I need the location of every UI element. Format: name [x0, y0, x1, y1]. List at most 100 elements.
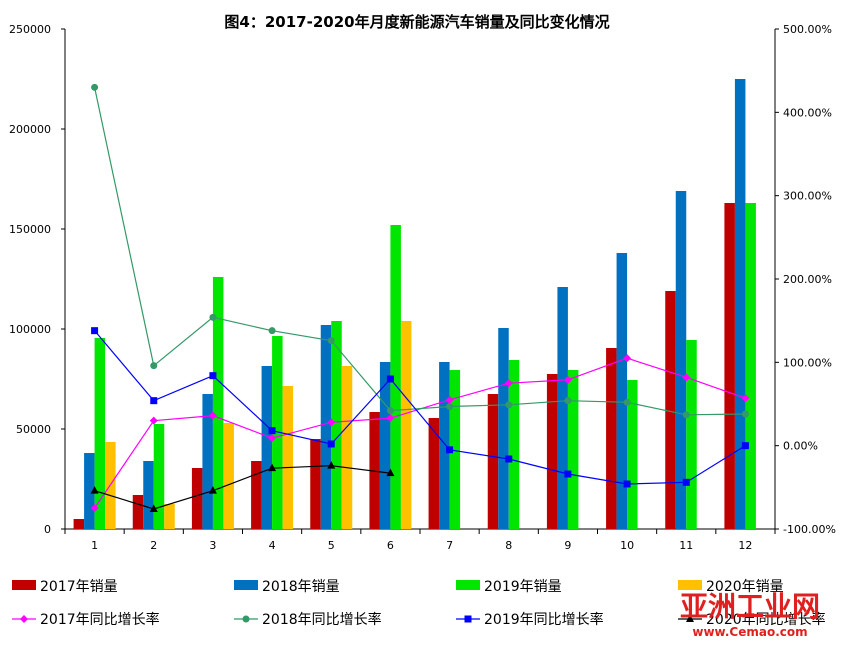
x-tick-label: 7	[446, 539, 453, 552]
legend: 2017年销量 2018年销量 2019年销量 2020年销量 2017年同比增长率 20…	[12, 579, 826, 628]
bar	[153, 424, 165, 529]
point	[327, 418, 336, 427]
y-right-tick-label: 100.00%	[783, 356, 832, 369]
x-tick-label: 3	[209, 539, 216, 552]
point	[386, 407, 394, 415]
bar	[94, 338, 106, 529]
bar	[191, 468, 203, 529]
y-left-tick-label: 50000	[16, 423, 51, 436]
bar	[341, 366, 353, 529]
y-left-tick-label: 150000	[9, 223, 51, 236]
point	[149, 504, 158, 512]
y-right-tick-label: 0.00%	[783, 440, 818, 453]
legend-label: 2018年同比增长率	[262, 611, 382, 628]
chart-title: 图4：2017-2020年月度新能源汽车销量及同比变化情况	[224, 13, 609, 31]
point	[564, 397, 572, 405]
x-tick-label: 4	[269, 539, 276, 552]
legend-marker	[242, 615, 250, 623]
x-tick-label: 6	[387, 539, 394, 552]
bar	[143, 461, 154, 529]
y-right-tick-label: 300.00%	[783, 190, 832, 203]
legend-label: 2018年销量	[262, 579, 340, 595]
point	[504, 379, 513, 388]
point	[90, 486, 99, 494]
bar	[724, 203, 735, 529]
watermark-sub: www.Cemao.com	[692, 625, 807, 639]
bar	[223, 423, 234, 529]
bar	[627, 380, 638, 529]
bar	[202, 394, 213, 529]
point	[682, 478, 690, 486]
bar	[73, 519, 85, 529]
bar	[320, 325, 332, 529]
point	[209, 372, 217, 380]
legend-swatch	[678, 580, 702, 590]
x-tick-label: 1	[91, 539, 98, 552]
watermark-main: 亚洲工业网	[680, 590, 820, 623]
y-left-tick-label: 200000	[9, 123, 51, 136]
point	[91, 83, 99, 91]
bar	[428, 418, 440, 529]
x-tick-label: 9	[564, 539, 571, 552]
bar	[390, 225, 401, 529]
point	[327, 440, 335, 448]
point	[682, 411, 690, 419]
bar	[251, 461, 262, 529]
legend-marker	[20, 615, 28, 623]
legend-label: 2017年同比增长率	[40, 611, 160, 628]
point	[150, 397, 158, 405]
point	[623, 480, 631, 488]
point	[149, 416, 158, 425]
bar	[331, 321, 342, 529]
point	[741, 442, 749, 450]
legend-marker	[686, 614, 694, 622]
x-tick-label: 5	[328, 539, 335, 552]
point	[505, 401, 513, 409]
bar	[369, 412, 380, 529]
point	[446, 446, 454, 454]
bar	[379, 362, 391, 529]
point	[268, 463, 277, 472]
legend-swatch	[456, 580, 480, 590]
point	[208, 486, 217, 494]
bar	[310, 439, 321, 529]
point	[386, 375, 394, 383]
point	[268, 434, 277, 443]
y-right-tick-label: 200.00%	[783, 273, 832, 286]
bar	[164, 504, 175, 529]
series-line	[93, 87, 746, 416]
y-right-tick-label: 400.00%	[783, 106, 832, 119]
point	[208, 411, 217, 420]
bar	[439, 362, 450, 529]
plot-area: 0 50000 100000 150000 200000 250000 -100.00% 0.…	[9, 23, 836, 552]
point	[150, 362, 158, 370]
point	[268, 427, 276, 435]
legend-label: 2019年销量	[484, 579, 562, 595]
bar	[487, 394, 499, 529]
bar	[665, 291, 676, 529]
point	[623, 354, 632, 363]
legend-label: 2020年同比增长率	[706, 611, 826, 628]
x-tick-label: 12	[738, 539, 752, 552]
bar	[675, 191, 687, 529]
bar	[557, 287, 568, 529]
point	[386, 468, 395, 477]
point	[91, 327, 99, 335]
point	[446, 403, 454, 410]
x-tick-label: 11	[679, 539, 693, 552]
bar	[272, 336, 283, 529]
point	[564, 470, 572, 478]
bar	[734, 79, 746, 529]
point	[445, 395, 454, 404]
bar	[212, 277, 224, 529]
bar	[546, 374, 558, 529]
bar	[261, 366, 273, 529]
y-left-tick-label: 100000	[9, 323, 51, 336]
point	[682, 373, 691, 382]
legend-label: 2020年销量	[706, 579, 784, 595]
point	[741, 410, 749, 418]
legend-swatch	[234, 580, 258, 590]
bar	[282, 386, 294, 529]
bar	[508, 360, 520, 529]
